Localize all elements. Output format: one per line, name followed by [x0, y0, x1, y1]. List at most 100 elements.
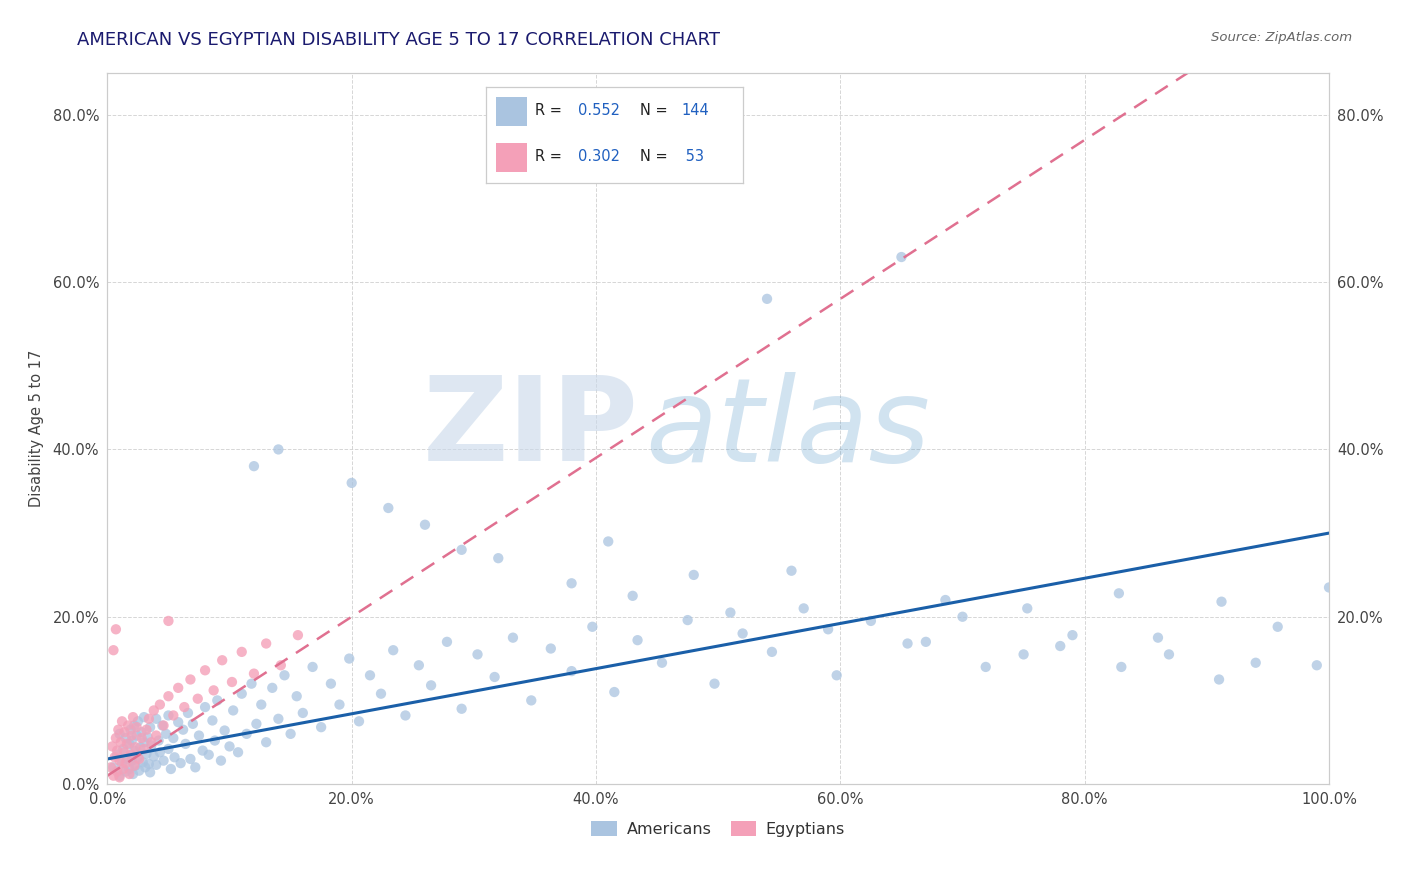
- Point: [817, 622, 839, 636]
- Point: [201, 714, 224, 728]
- Point: [273, 668, 295, 682]
- Point: [128, 752, 150, 766]
- Point: [149, 698, 172, 712]
- Point: [226, 745, 249, 759]
- Point: [104, 750, 127, 764]
- Point: [194, 700, 217, 714]
- Point: [486, 551, 509, 566]
- Point: [780, 564, 803, 578]
- Point: [155, 727, 177, 741]
- Point: [142, 749, 165, 764]
- Point: [561, 576, 583, 591]
- Point: [319, 676, 342, 690]
- Point: [148, 733, 170, 747]
- Point: [108, 727, 131, 741]
- Point: [285, 690, 308, 704]
- Point: [761, 645, 783, 659]
- Point: [952, 609, 974, 624]
- Point: [520, 693, 543, 707]
- Point: [114, 745, 136, 759]
- Point: [131, 731, 153, 745]
- Point: [103, 643, 125, 657]
- Point: [626, 633, 648, 648]
- Point: [122, 710, 145, 724]
- Point: [108, 770, 131, 784]
- Point: [103, 769, 125, 783]
- Point: [108, 754, 131, 768]
- Point: [163, 750, 186, 764]
- Point: [235, 727, 257, 741]
- Point: [179, 673, 201, 687]
- Point: [1012, 648, 1035, 662]
- Point: [254, 636, 277, 650]
- Point: [598, 534, 620, 549]
- Point: [103, 760, 125, 774]
- Point: [197, 747, 219, 762]
- Point: [502, 631, 524, 645]
- Point: [135, 723, 157, 737]
- Point: [162, 708, 184, 723]
- Point: [1062, 628, 1084, 642]
- Point: [621, 589, 644, 603]
- Point: [115, 752, 138, 766]
- Point: [132, 710, 155, 724]
- Point: [280, 727, 302, 741]
- Text: atlas: atlas: [645, 372, 929, 485]
- Point: [135, 747, 157, 761]
- Point: [1017, 601, 1039, 615]
- Point: [1244, 656, 1267, 670]
- Point: [110, 735, 132, 749]
- Point: [114, 731, 136, 745]
- Point: [540, 641, 562, 656]
- Point: [240, 676, 263, 690]
- Point: [118, 762, 141, 776]
- Point: [141, 739, 163, 753]
- Point: [262, 681, 284, 695]
- Point: [132, 735, 155, 749]
- Point: [100, 760, 122, 774]
- Point: [112, 742, 135, 756]
- Point: [111, 756, 134, 771]
- Text: AMERICAN VS EGYPTIAN DISABILITY AGE 5 TO 17 CORRELATION CHART: AMERICAN VS EGYPTIAN DISABILITY AGE 5 TO…: [77, 31, 720, 49]
- Point: [1306, 658, 1329, 673]
- Point: [436, 635, 458, 649]
- Point: [132, 756, 155, 770]
- Point: [222, 703, 245, 717]
- Point: [682, 568, 704, 582]
- Point: [117, 718, 139, 732]
- Point: [934, 593, 956, 607]
- Point: [132, 742, 155, 756]
- Point: [202, 683, 225, 698]
- Point: [859, 614, 882, 628]
- Point: [1108, 586, 1130, 600]
- Point: [139, 720, 162, 734]
- Point: [204, 733, 226, 747]
- Point: [104, 622, 127, 636]
- Point: [134, 760, 156, 774]
- Point: [122, 743, 145, 757]
- Point: [145, 757, 167, 772]
- Point: [581, 620, 603, 634]
- Point: [127, 750, 149, 764]
- Point: [194, 663, 217, 677]
- Point: [191, 743, 214, 757]
- Point: [243, 459, 266, 474]
- Point: [122, 758, 145, 772]
- Point: [152, 718, 174, 732]
- Point: [214, 723, 236, 738]
- Point: [309, 720, 332, 734]
- Point: [188, 729, 211, 743]
- Point: [120, 723, 142, 737]
- Point: [157, 742, 180, 756]
- Point: [231, 687, 253, 701]
- Point: [122, 718, 145, 732]
- Point: [359, 668, 381, 682]
- Point: [291, 706, 314, 720]
- Point: [142, 703, 165, 717]
- Point: [793, 601, 815, 615]
- Point: [450, 542, 472, 557]
- Point: [181, 716, 204, 731]
- Point: [347, 714, 370, 729]
- Point: [138, 756, 160, 771]
- Point: [209, 754, 232, 768]
